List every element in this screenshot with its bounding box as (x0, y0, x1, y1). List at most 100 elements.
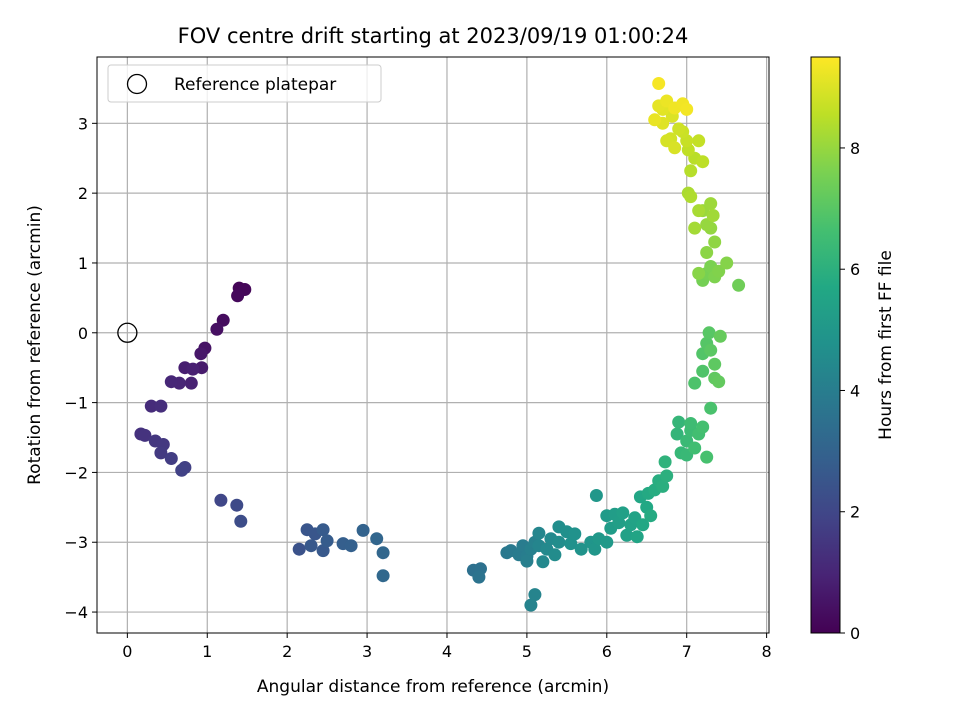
data-point (713, 329, 727, 343)
y-axis-label: Rotation from reference (arcmin) (25, 205, 45, 485)
data-point (214, 493, 228, 507)
colorbar: 0 2 4 6 8 Hours from first FF file (810, 56, 896, 643)
legend-reference-marker-icon (126, 73, 148, 95)
data-point (344, 539, 358, 553)
data-point (600, 535, 614, 549)
data-point (574, 542, 588, 556)
data-point (370, 532, 384, 546)
data-point (154, 399, 168, 413)
data-point (708, 235, 722, 249)
data-point (672, 415, 686, 429)
data-point (704, 401, 718, 415)
data-point (702, 326, 716, 340)
data-point (472, 570, 486, 584)
colorbar-frame (810, 56, 841, 634)
x-tick-label: 5 (522, 642, 532, 661)
data-point (630, 530, 644, 544)
data-point (652, 77, 666, 90)
reference-platepar-marker (117, 322, 138, 343)
x-tick-label: 1 (202, 642, 212, 661)
data-point (680, 102, 694, 116)
data-point (656, 479, 670, 493)
y-tick-label: 2 (78, 184, 88, 203)
y-tick-label: 1 (78, 254, 88, 273)
data-point (660, 469, 674, 483)
data-point (732, 278, 746, 292)
data-point (186, 362, 200, 376)
data-point (376, 569, 390, 583)
data-point (712, 264, 726, 278)
data-point (692, 134, 706, 148)
colorbar-tick-label: 4 (850, 381, 860, 400)
data-point (688, 221, 702, 235)
data-point (644, 509, 658, 523)
data-point (588, 542, 602, 556)
data-point (648, 113, 662, 127)
y-tick-label: 0 (78, 324, 88, 343)
y-tick-label: −4 (64, 603, 88, 622)
data-point (175, 463, 189, 477)
data-point (230, 498, 244, 512)
data-point (164, 452, 178, 465)
data-point (184, 376, 198, 390)
data-point (376, 546, 390, 560)
x-tick-label: 4 (442, 642, 452, 661)
colorbar-ticks: 0 2 4 6 8 (840, 139, 860, 643)
chart-title: FOV centre drift starting at 2023/09/19 … (178, 24, 689, 48)
data-point (672, 122, 686, 136)
data-point (532, 526, 546, 540)
data-point (552, 535, 566, 549)
data-point (589, 489, 603, 502)
data-point (658, 455, 672, 469)
legend: Reference platepar (107, 64, 382, 103)
y-tick-label: −3 (64, 533, 88, 552)
y-tick-label: −1 (64, 394, 88, 413)
data-point (612, 516, 626, 530)
data-point (688, 376, 702, 390)
data-point (692, 266, 706, 280)
data-point (304, 539, 318, 553)
data-point (292, 542, 306, 556)
data-point (670, 427, 684, 441)
data-point (548, 548, 562, 562)
x-axis-label: Angular distance from reference (arcmin) (257, 677, 609, 697)
data-point (692, 204, 706, 218)
data-point (668, 141, 682, 155)
data-point (194, 347, 208, 361)
data-point (528, 588, 542, 602)
colorbar-tick-label: 0 (850, 624, 860, 643)
data-point (234, 514, 248, 528)
data-point (356, 523, 370, 537)
data-point (712, 375, 726, 389)
data-point (154, 446, 168, 460)
colorbar-label: Hours from first FF file (876, 250, 896, 440)
y-tick-label: −2 (64, 463, 88, 482)
data-point (696, 155, 710, 169)
data-point (704, 343, 718, 357)
x-axis-ticks: 0 1 2 3 4 5 6 7 8 (122, 633, 772, 661)
data-point (684, 164, 698, 178)
colorbar-gradient (811, 57, 840, 633)
reference-layer (117, 322, 138, 343)
colorbar-tick-label: 8 (850, 139, 860, 158)
data-point (616, 506, 630, 520)
data-point (216, 313, 230, 327)
legend-reference-label: Reference platepar (174, 75, 336, 95)
data-point (706, 209, 720, 222)
data-point (620, 528, 634, 542)
y-axis-ticks: −4 −3 −2 −1 0 1 2 3 (64, 114, 97, 622)
x-tick-label: 6 (602, 642, 612, 661)
colorbar-tick-label: 2 (850, 503, 860, 522)
data-point (164, 375, 178, 389)
legend-box (107, 64, 382, 103)
data-point (316, 523, 330, 537)
data-point (708, 357, 722, 371)
data-point (688, 441, 702, 455)
data-point (520, 554, 534, 568)
data-point (144, 399, 158, 413)
data-point (536, 555, 550, 569)
y-tick-label: 3 (78, 114, 88, 133)
data-point (320, 534, 334, 548)
data-point (568, 527, 582, 541)
